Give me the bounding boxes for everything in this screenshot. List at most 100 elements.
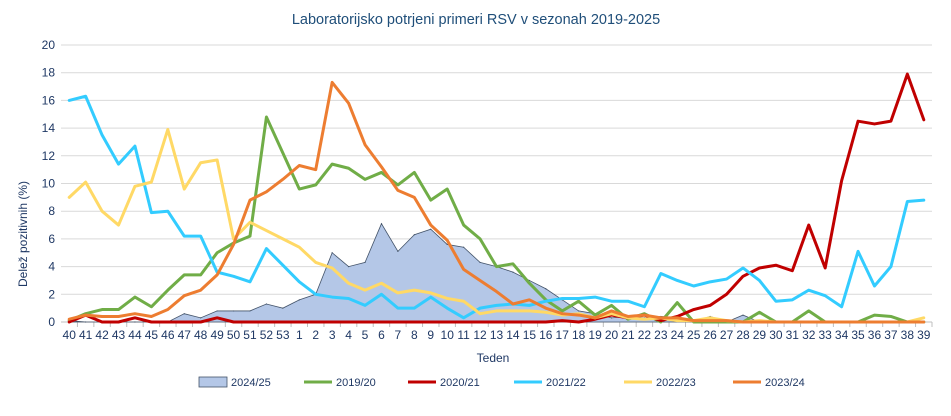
series-2020-21-point: [331, 321, 333, 323]
series-2024-25-point: [742, 314, 744, 316]
x-tick-label: 18: [572, 328, 586, 342]
series-2019-20-point: [610, 304, 613, 306]
series-2022-23-point: [676, 320, 678, 322]
y-tick-label: 20: [42, 38, 56, 52]
series-2024-25-point: [545, 288, 547, 290]
series-2022-23-point: [495, 310, 498, 312]
series-2021-22-point: [282, 264, 284, 266]
series-2023-24-point: [725, 320, 728, 322]
series-2023-24-point: [824, 321, 826, 323]
series-2023-24-point: [857, 321, 859, 323]
series-2023-24-point: [528, 299, 530, 301]
series-2019-20-point: [561, 310, 563, 312]
series-2021-22-point: [791, 299, 793, 301]
legend-swatch: [198, 376, 228, 388]
x-tick-label: 10: [441, 328, 455, 342]
series-2022-23-point: [249, 221, 251, 223]
series-2024-25-point: [578, 310, 580, 312]
x-tick-label: 13: [490, 328, 504, 342]
series-2023-24-point: [183, 295, 185, 297]
y-axis-title: Delež pozitivnih (%): [16, 181, 30, 287]
series-2023-24-point: [315, 169, 317, 171]
x-tick-label: 32: [802, 328, 816, 342]
series-2021-22-point: [265, 247, 268, 250]
series-2021-22-point: [578, 297, 580, 300]
series-2019-20-point: [890, 315, 892, 318]
series-2022-23-point: [183, 188, 185, 190]
series-2019-20-point: [463, 224, 465, 226]
series-2024-25-point: [610, 317, 613, 319]
series-2020-21-point: [167, 321, 169, 323]
series-2024-25-point: [380, 223, 383, 225]
x-tick-label: 47: [178, 328, 192, 342]
series-2021-22-point: [824, 295, 826, 297]
series-2024-25-point: [265, 303, 268, 305]
legend: 2024/25 2019/20 2020/21 2021/22 2022/23 2023/…: [198, 376, 805, 389]
series-2020-21-point: [232, 321, 235, 323]
x-tick-label: 43: [112, 328, 126, 342]
x-tick-label: 53: [276, 328, 290, 342]
series-2019-20-point: [676, 302, 678, 304]
series-2020-21-point: [873, 123, 876, 125]
series-2019-20-point: [331, 163, 333, 165]
series-2021-22-point: [923, 199, 925, 201]
series-2021-22-point: [479, 307, 481, 309]
series-2021-22-point: [709, 281, 711, 283]
series-2022-23-point: [232, 238, 235, 240]
x-tick-label: 36: [868, 328, 882, 342]
x-tick-label: 42: [95, 328, 109, 342]
series-2022-23-point: [150, 181, 152, 183]
series-2020-21-point: [68, 321, 70, 323]
series-2020-21-point: [528, 321, 530, 323]
series-2024-25-point: [446, 243, 448, 246]
series-2023-24-point: [167, 308, 169, 311]
series-2023-24-point: [364, 144, 366, 146]
series-2023-24-point: [906, 321, 908, 323]
series-2020-21-point: [906, 73, 908, 75]
series-2024-25-point: [232, 310, 235, 312]
series-2023-24-point: [134, 313, 136, 315]
series-2024-25-point: [200, 317, 202, 319]
series-2021-22-point: [134, 145, 136, 147]
series-2023-24-point: [397, 189, 399, 192]
x-tick-label: 4: [345, 328, 352, 342]
series-2020-21-point: [660, 320, 662, 322]
series-2020-21-point: [857, 120, 859, 122]
series-2020-21-point: [134, 317, 136, 319]
x-tick-label: 26: [703, 328, 717, 342]
series-2019-20-point: [216, 252, 218, 254]
series-2022-23-point: [643, 318, 646, 320]
y-tick-label: 2: [48, 287, 55, 301]
series-2020-21-point: [725, 293, 728, 295]
series-2019-20-point: [578, 300, 580, 302]
series-2024-25-point: [85, 321, 87, 323]
series-2023-24-point: [578, 314, 580, 316]
y-tick-label: 4: [48, 260, 55, 274]
series-2020-21-point: [791, 270, 793, 272]
series-2021-22-point: [725, 278, 728, 280]
series-2022-23-point: [347, 282, 350, 284]
series-2024-25-point: [512, 271, 514, 273]
x-tick-label: 29: [753, 328, 767, 342]
series-2021-22-point: [68, 99, 70, 101]
series-2022-23-point: [528, 310, 530, 312]
series-2020-21-point: [495, 321, 498, 323]
series-2023-24-point: [923, 321, 925, 323]
series-2019-20-point: [265, 116, 268, 118]
series-2023-24-point: [693, 320, 695, 322]
legend-item-2022-23: 2022/23: [624, 377, 696, 389]
series-2023-24-point: [446, 239, 448, 241]
series-2020-21-point: [758, 267, 761, 269]
series-2023-24-point: [347, 102, 350, 104]
series-2019-20-point: [101, 308, 103, 311]
x-tick-label: 1: [296, 328, 303, 342]
y-tick-label: 8: [48, 204, 55, 218]
series-2024-25-point: [216, 310, 218, 312]
series-2024-25-point: [397, 250, 399, 252]
series-2021-22-point: [364, 304, 366, 306]
series-2021-22-point: [397, 307, 399, 309]
series-2020-21-point: [824, 267, 826, 269]
series-2019-20-point: [528, 282, 530, 284]
series-2020-21-point: [298, 321, 300, 323]
series-2023-24-point: [232, 243, 235, 246]
